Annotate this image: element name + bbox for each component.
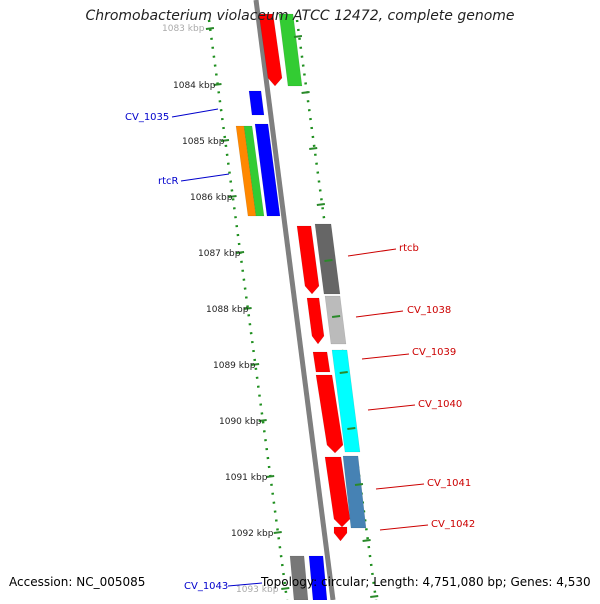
ruler-tick: [324, 259, 333, 262]
gene-label: CV_1042: [431, 519, 475, 530]
gene-label-leader: [355, 310, 404, 318]
gene-feature: [306, 297, 325, 345]
gene-feature: [278, 13, 303, 87]
ruler-label: 1085 kbp: [182, 137, 225, 147]
ruler-tick: [331, 315, 341, 318]
map-title: Chromobacterium violaceum ATCC 12472, co…: [85, 8, 515, 24]
gene-feature: [248, 90, 265, 116]
ruler-label: 1083 kbp: [162, 24, 205, 34]
gene-feature: [331, 349, 361, 453]
gene-label: CV_1038: [407, 305, 451, 316]
gene-label: rtcb: [399, 243, 419, 254]
ruler-label: 1093 kbp: [236, 585, 279, 595]
ruler-ticks: [205, 27, 379, 598]
gene-label: rtcR: [158, 176, 179, 187]
ruler-tick: [362, 539, 371, 542]
ruler-tick: [293, 35, 303, 38]
gene-label-leader: [367, 404, 416, 411]
gene-label-leader: [375, 483, 425, 490]
ruler-tick: [316, 203, 325, 206]
accession-text: Accession: NC_005085: [9, 575, 146, 589]
gene-label: CV_1043: [184, 581, 228, 592]
gene-feature: [342, 455, 367, 529]
gene-feature: [312, 351, 331, 373]
ruler-label: 1088 kbp: [206, 305, 249, 315]
ruler-dots-left: [207, 19, 289, 601]
ruler-tick: [281, 587, 290, 590]
ruler-tick: [258, 419, 267, 422]
topology-text: Topology: circular; Length: 4,751,080 bp…: [261, 575, 591, 589]
gene-label-leader: [227, 582, 263, 587]
gene-feature: [315, 374, 344, 454]
gene-label-leader: [180, 173, 230, 182]
ruler-tick: [228, 195, 237, 198]
ruler-label: 1090 kbp: [219, 417, 262, 427]
ruler-tick: [251, 363, 260, 366]
gene-label-leader: [347, 248, 397, 257]
genome-backbone: [253, 0, 336, 601]
ruler-tick: [301, 91, 310, 94]
ruler-tick: [347, 427, 356, 430]
gene-label-leader: [361, 353, 410, 360]
gene-label: CV_1035: [125, 112, 169, 123]
ruler-label: 1084 kbp: [173, 81, 216, 91]
ruler-tick: [213, 83, 222, 86]
gene-feature: [243, 125, 265, 217]
gene-feature: [258, 13, 283, 87]
ruler-tick: [273, 531, 282, 534]
ruler-tick: [220, 139, 230, 142]
gene-features: [235, 13, 367, 601]
labels: 1083 kbp 1084 kbp 1085 kbp 1086 kbp 1087 kbp…: [125, 24, 475, 595]
gene-label: CV_1039: [412, 347, 456, 358]
gene-feature: [296, 225, 320, 295]
ruler-tick: [354, 483, 364, 486]
gene-feature: [324, 456, 351, 528]
ruler-label: 1089 kbp: [213, 361, 256, 371]
ruler-tick: [339, 371, 348, 374]
ruler-tick: [205, 27, 215, 30]
gene-label: CV_1040: [418, 399, 462, 410]
ruler-label: 1087 kbp: [198, 249, 241, 259]
backbone-strand: [253, 0, 336, 601]
gene-label: CV_1041: [427, 478, 471, 489]
gene-feature: [333, 526, 348, 542]
ruler-tick: [266, 475, 275, 478]
gene-feature: [314, 223, 341, 295]
ruler-label: 1091 kbp: [225, 473, 268, 483]
ruler-label: 1086 kbp: [190, 193, 233, 203]
gene-feature: [324, 295, 347, 345]
ruler-tick: [235, 251, 245, 254]
gene-label-leader: [379, 524, 429, 531]
ruler-label: 1092 kbp: [231, 529, 274, 539]
ruler-tick: [309, 147, 318, 150]
gene-feature: [254, 123, 281, 217]
ruler-tick: [243, 307, 252, 310]
gene-label-leader: [171, 108, 219, 118]
ruler-tick: [370, 595, 379, 598]
